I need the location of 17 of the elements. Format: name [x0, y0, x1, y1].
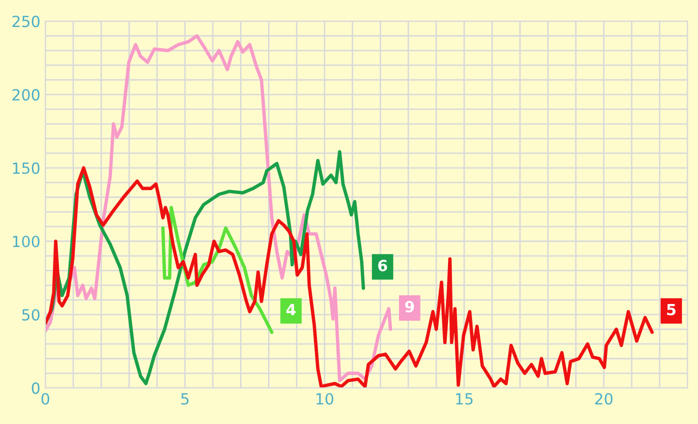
line-series	[45, 166, 654, 388]
series-label: 4	[286, 304, 296, 316]
x-tick-label: 5	[181, 393, 188, 405]
x-tick-label: 15	[456, 393, 473, 405]
y-tick-label: 150	[13, 162, 40, 174]
series-label: 5	[667, 304, 676, 316]
y-tick-label: 200	[12, 89, 40, 101]
line-series	[45, 34, 392, 382]
y-tick-label: 100	[13, 236, 40, 248]
y-tick-label: 50	[22, 309, 40, 321]
x-tick-label: 0	[42, 393, 50, 405]
y-tick-label: 250	[12, 16, 40, 28]
series-label: 6	[378, 260, 388, 272]
series-label: 9	[405, 300, 414, 312]
y-tick-label: 0	[32, 382, 40, 394]
x-tick-label: 20	[595, 393, 612, 405]
x-tick-label: 10	[316, 393, 334, 405]
